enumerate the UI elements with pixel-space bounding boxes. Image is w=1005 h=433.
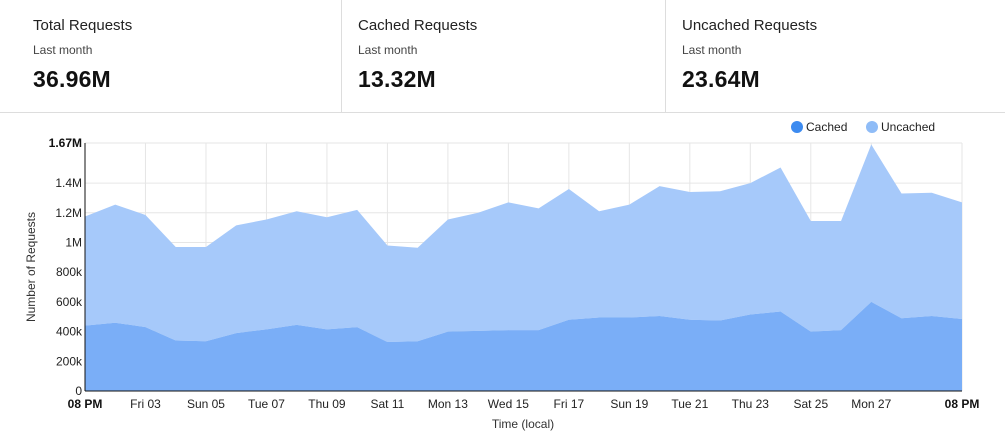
x-tick-label: Mon 27	[851, 397, 891, 411]
stat-uncached-requests: Uncached Requests Last month 23.64M	[666, 0, 1005, 112]
y-axis-title: Number of Requests	[24, 212, 38, 322]
x-tick-label: Fri 03	[130, 397, 161, 411]
y-tick-label: 1M	[65, 235, 82, 249]
y-tick-label: 400k	[56, 325, 83, 339]
requests-area-chart: 0 200k 400k 600k 800k 1M 1.2M 1.4M 1.67M 08 PM Fr…	[24, 120, 980, 431]
legend-item-uncached[interactable]: Uncached	[866, 120, 935, 134]
stat-value: 23.64M	[682, 66, 760, 92]
y-tick-label: 0	[75, 384, 82, 398]
stat-value: 13.32M	[358, 66, 436, 92]
stat-period: Last month	[358, 43, 418, 57]
x-tick-label: Tue 07	[248, 397, 285, 411]
chart-legend: Cached Uncached	[791, 120, 935, 134]
x-axis-title: Time (local)	[492, 417, 554, 431]
stat-cached-requests: Cached Requests Last month 13.32M	[342, 0, 666, 112]
series-area-uncached	[85, 144, 962, 342]
legend-uncached-swatch	[866, 121, 878, 133]
y-tick-label: 600k	[56, 295, 83, 309]
chart-areas	[85, 144, 962, 391]
legend-cached-swatch	[791, 121, 803, 133]
x-tick-label: Tue 21	[671, 397, 708, 411]
x-tick-label: Thu 23	[732, 397, 770, 411]
stats-row: Total Requests Last month 36.96M Cached …	[0, 0, 1005, 113]
x-tick-label: Sun 05	[187, 397, 225, 411]
x-tick-label: Fri 17	[554, 397, 585, 411]
x-tick-label: Sat 11	[371, 397, 405, 411]
series-area-cached	[85, 301, 962, 391]
x-tick-label: 08 PM	[945, 397, 980, 411]
legend-item-cached[interactable]: Cached	[791, 120, 847, 134]
y-tick-label: 1.2M	[55, 206, 82, 220]
stat-period: Last month	[33, 43, 93, 57]
x-tick-label: Wed 15	[488, 397, 529, 411]
x-tick-label: Mon 13	[428, 397, 468, 411]
stat-value: 36.96M	[33, 66, 111, 92]
x-tick-label: 08 PM	[68, 397, 103, 411]
chart-axes	[84, 143, 962, 392]
stat-title: Cached Requests	[358, 17, 478, 34]
stat-period: Last month	[682, 43, 742, 57]
legend-uncached-label: Uncached	[881, 120, 935, 134]
y-tick-label: 200k	[56, 354, 83, 368]
x-tick-label: Sat 25	[793, 397, 828, 411]
y-tick-label: 1.67M	[49, 136, 82, 150]
y-tick-label: 1.4M	[55, 176, 82, 190]
y-tick-label: 800k	[56, 265, 83, 279]
stat-total-requests: Total Requests Last month 36.96M	[0, 0, 342, 112]
stat-title: Uncached Requests	[682, 17, 818, 34]
x-tick-label: Thu 09	[308, 397, 346, 411]
legend-cached-label: Cached	[806, 120, 847, 134]
stat-title: Total Requests	[33, 17, 133, 34]
x-tick-label: Sun 19	[610, 397, 648, 411]
x-axis-ticks: 08 PM Fri 03 Sun 05 Tue 07 Thu 09 Sat 11 Mon 1…	[68, 397, 980, 411]
y-axis-ticks: 0 200k 400k 600k 800k 1M 1.2M 1.4M 1.67M	[49, 136, 83, 398]
